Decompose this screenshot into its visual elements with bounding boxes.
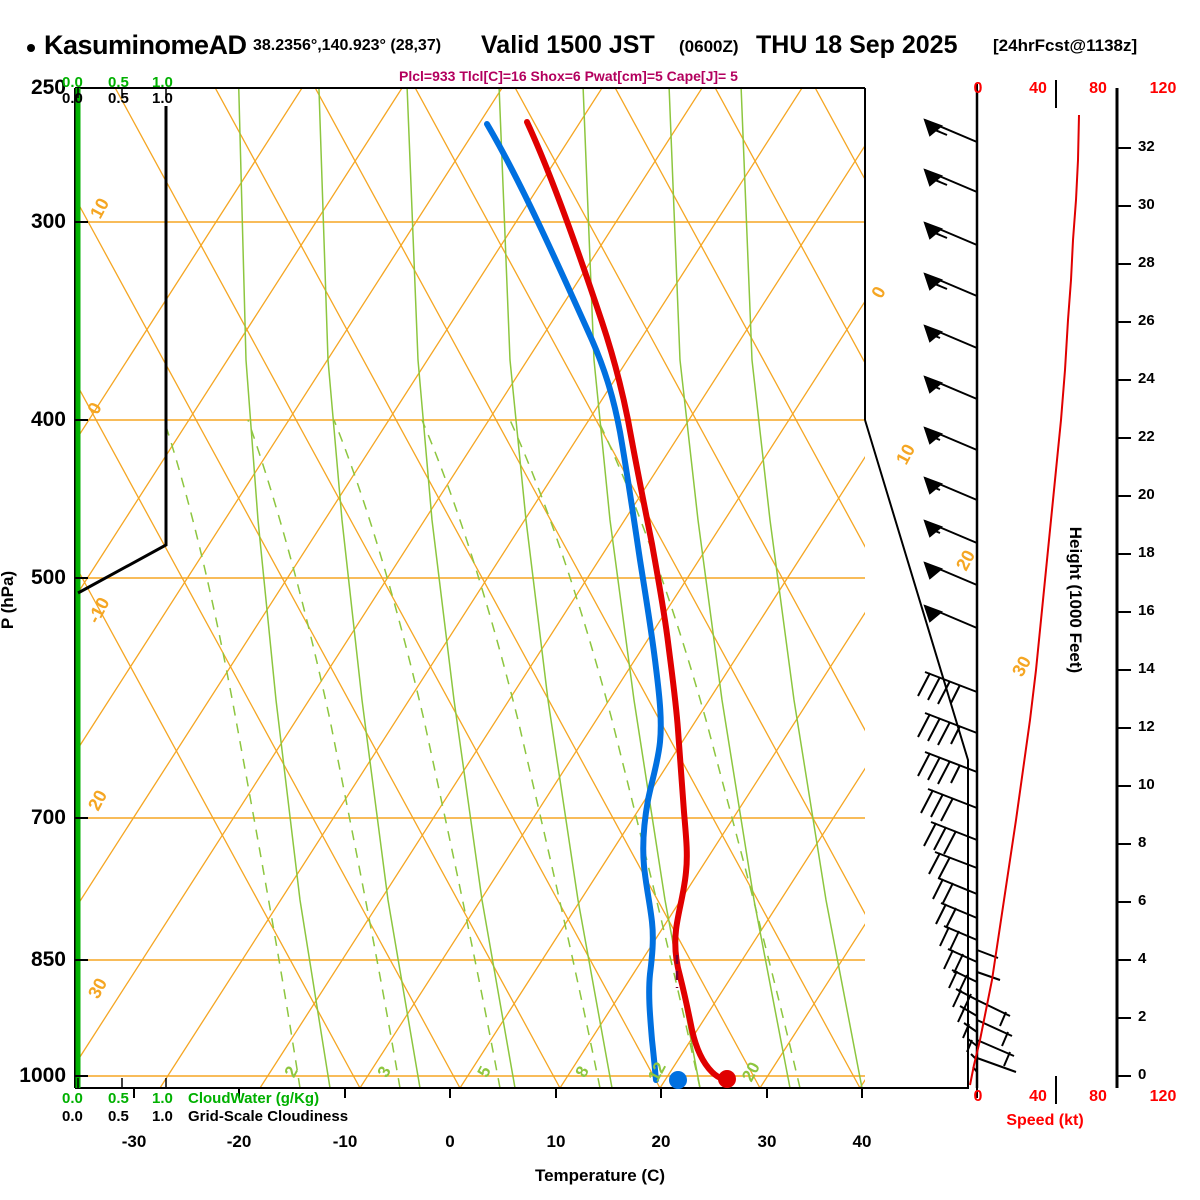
height-tick-14: 14 bbox=[1138, 660, 1155, 677]
height-tick-24: 24 bbox=[1138, 370, 1155, 387]
temperature-tick-30: 30 bbox=[757, 1132, 777, 1151]
isotherm-lines bbox=[75, 88, 865, 1088]
height-tick-12: 12 bbox=[1138, 718, 1155, 735]
cloudiness-axis-label: Grid-Scale Cloudiness bbox=[188, 1108, 349, 1125]
temperature-axis-label: Temperature (C) bbox=[534, 1166, 666, 1185]
dry-adiabat-lines bbox=[75, 88, 865, 1088]
valid-time-utc: (0600Z) bbox=[679, 37, 739, 56]
surface-temperature-marker bbox=[718, 1070, 736, 1088]
pressure-axis-ticks bbox=[75, 221, 88, 1077]
speed-tick-80-top: 80 bbox=[1089, 80, 1107, 97]
station-name: KasuminomeAD bbox=[44, 30, 247, 60]
cloudiness-bottom-tick-2: 1.0 bbox=[152, 1108, 173, 1125]
speed-tick-80: 80 bbox=[1089, 1088, 1107, 1105]
pressure-tick-500: 500 bbox=[30, 566, 66, 589]
pressure-tick-1000: 1000 bbox=[19, 1064, 66, 1087]
speed-axis-label: Speed (kt) bbox=[1006, 1112, 1084, 1129]
wind-barb-group bbox=[917, 118, 1017, 1073]
height-tick-20: 20 bbox=[1138, 486, 1155, 503]
cloudiness-profile bbox=[77, 106, 168, 595]
height-tick-10: 10 bbox=[1138, 776, 1155, 793]
cloudiness-tick-1: 0.5 bbox=[108, 90, 129, 107]
isobar-lines bbox=[75, 221, 865, 1077]
temperature-tick--10: -10 bbox=[332, 1132, 358, 1151]
height-tick-28: 28 bbox=[1138, 254, 1155, 271]
cloudwater-bottom-tick-1: 0.5 bbox=[108, 1090, 129, 1107]
height-tick-8: 8 bbox=[1138, 834, 1147, 851]
height-axis-label: Height (1000 Feet) bbox=[1066, 526, 1085, 674]
station-marker-icon bbox=[27, 44, 35, 52]
temperature-axis-ticks bbox=[133, 1088, 863, 1098]
height-tick-2: 2 bbox=[1138, 1008, 1147, 1025]
speed-tick-120: 120 bbox=[1149, 1088, 1177, 1105]
height-tick-18: 18 bbox=[1138, 544, 1155, 561]
cloudiness-tick-2: 1.0 bbox=[152, 90, 173, 107]
cloudwater-tick-2: 1.0 bbox=[152, 74, 173, 91]
height-tick-26: 26 bbox=[1138, 312, 1155, 329]
height-tick-22: 22 bbox=[1138, 428, 1155, 445]
height-tick-4: 4 bbox=[1138, 950, 1147, 967]
pressure-tick-850: 850 bbox=[30, 948, 66, 971]
mixing-ratio-lines bbox=[237, 88, 863, 1088]
cloudwater-tick-1: 0.5 bbox=[108, 74, 129, 91]
cloudwater-bottom-tick-0: 0.0 bbox=[62, 1090, 83, 1107]
valid-time: Valid 1500 JST bbox=[481, 31, 655, 59]
height-tick-0: 0 bbox=[1138, 1066, 1147, 1083]
plot-frame bbox=[74, 87, 969, 1089]
cloudiness-bottom-tick-0: 0.0 bbox=[62, 1108, 83, 1125]
pressure-tick-400: 400 bbox=[30, 408, 66, 431]
surface-dewpoint-marker bbox=[669, 1071, 687, 1089]
temperature-trace bbox=[524, 119, 726, 1082]
speed-tick-0: 0 bbox=[973, 1088, 983, 1105]
dewpoint-trace bbox=[484, 121, 664, 1083]
speed-tick-120-top: 120 bbox=[1149, 80, 1177, 97]
height-tick-32: 32 bbox=[1138, 138, 1155, 155]
cloudiness-bottom-tick-1: 0.5 bbox=[108, 1108, 129, 1125]
speed-axis-ticks bbox=[976, 80, 1057, 1104]
temperature-tick--20: -20 bbox=[226, 1132, 252, 1151]
speed-tick-40-top: 40 bbox=[1029, 80, 1047, 97]
station-coordinates: 38.2356°,140.923° (28,37) bbox=[253, 37, 442, 54]
speed-tick-40: 40 bbox=[1029, 1088, 1047, 1105]
height-tick-16: 16 bbox=[1138, 602, 1155, 619]
cloudwater-axis-label: CloudWater (g/Kg) bbox=[188, 1090, 320, 1107]
sounding-parameters: Plcl=933 Tlcl[C]=16 Shox=6 Pwat[cm]=5 Ca… bbox=[399, 68, 738, 84]
cloudwater-bottom-tick-2: 1.0 bbox=[152, 1090, 173, 1107]
pressure-tick-700: 700 bbox=[30, 806, 66, 829]
forecast-tag: [24hrFcst@1138z] bbox=[993, 36, 1138, 55]
pressure-axis-label: P (hPa) bbox=[0, 570, 17, 629]
moist-adiabat-lines bbox=[163, 419, 801, 1088]
valid-date: THU 18 Sep 2025 bbox=[756, 31, 958, 59]
cloudwater-tick-0: 0.0 bbox=[62, 74, 83, 91]
temperature-tick-0: 0 bbox=[445, 1132, 455, 1151]
temperature-tick--30: -30 bbox=[121, 1132, 147, 1151]
temperature-tick-20: 20 bbox=[651, 1132, 671, 1151]
temperature-tick-10: 10 bbox=[546, 1132, 566, 1151]
pressure-tick-250: 250 bbox=[30, 76, 66, 99]
height-profile-trace bbox=[969, 114, 1080, 1086]
height-tick-30: 30 bbox=[1138, 196, 1155, 213]
speed-tick-0-top: 0 bbox=[973, 80, 983, 97]
cloudwater-scale-ticks bbox=[77, 88, 167, 1088]
temperature-tick-40: 40 bbox=[852, 1132, 872, 1151]
pressure-tick-300: 300 bbox=[30, 210, 66, 233]
height-axis-ticks bbox=[1117, 147, 1131, 1077]
cloudiness-tick-0: 0.0 bbox=[62, 90, 83, 107]
height-tick-6: 6 bbox=[1138, 892, 1147, 909]
